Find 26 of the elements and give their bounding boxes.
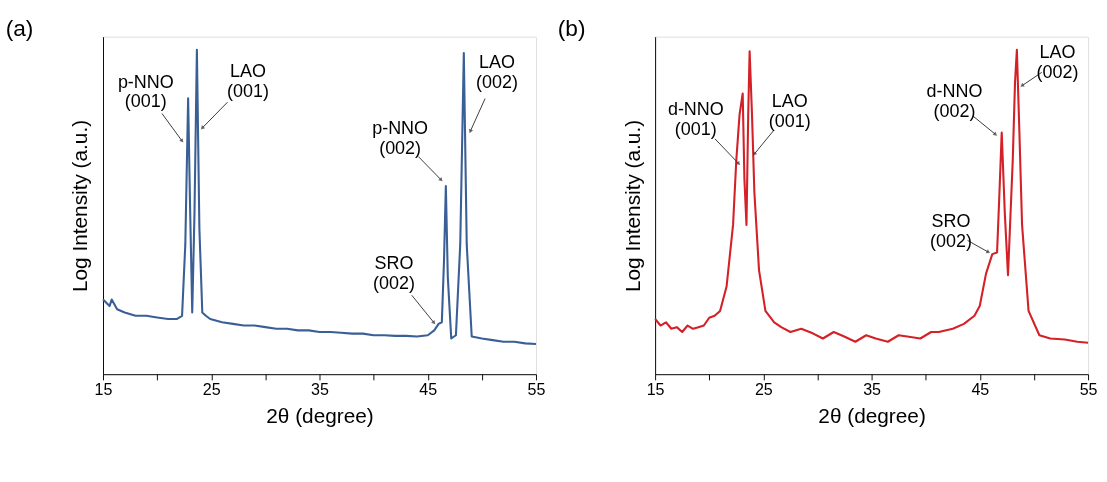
annotation: d-NNO (002) <box>926 81 983 122</box>
annotation: SRO (002) <box>372 253 415 294</box>
annotation: SRO (002) <box>930 211 972 252</box>
x-tick-label: 55 <box>1079 379 1098 398</box>
x-tick-label: 55 <box>527 379 546 398</box>
x-axis-title: 2θ (degree) <box>818 403 926 427</box>
x-tick-label: 45 <box>971 379 990 398</box>
annotation: p-NNO (002) <box>372 118 429 158</box>
x-tick-label: 25 <box>202 379 221 398</box>
x-tick-label: 15 <box>646 379 665 398</box>
annotation: LAO (001) <box>768 91 811 132</box>
x-tick-label: 35 <box>863 379 882 398</box>
annotation: d-NNO (001) <box>667 99 724 139</box>
annotation: LAO (002) <box>1036 41 1079 82</box>
chart-title: (b) <box>557 14 586 41</box>
annotation: LAO (001) <box>227 61 269 102</box>
x-axis-title: 2θ (degree) <box>266 403 374 427</box>
x-tick-label: 15 <box>94 379 113 398</box>
x-tick-label: 35 <box>311 379 329 398</box>
annotation: LAO (002) <box>476 52 518 93</box>
x-tick-label: 25 <box>754 379 773 398</box>
y-axis-title: Log Intensity (a.u.) <box>68 119 92 292</box>
annotation: p-NNO (001) <box>117 71 174 112</box>
x-tick-label: 45 <box>419 379 438 398</box>
chart-title: (a) <box>5 14 34 41</box>
y-axis-title: Log Intensity (a.u.) <box>620 119 644 292</box>
